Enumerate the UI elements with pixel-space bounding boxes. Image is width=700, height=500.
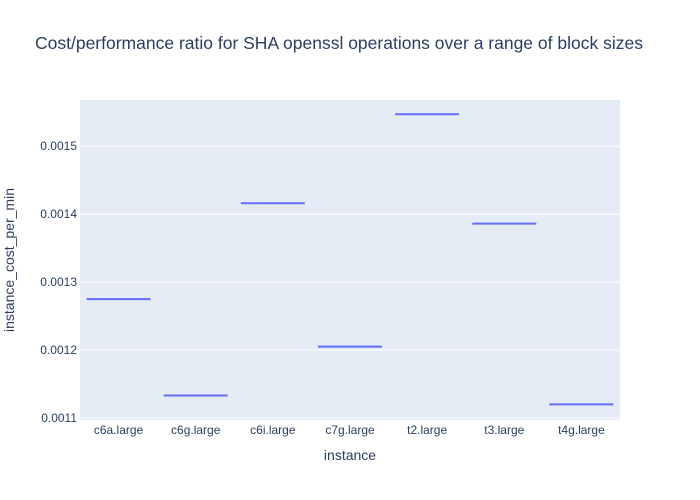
x-tick-label: c7g.large [325,423,375,437]
x-tick-label: c6a.large [94,423,144,437]
mark-layer [86,113,614,406]
x-tick-label: c6i.large [250,423,296,437]
x-tick-label: t2.large [407,423,447,437]
y-tick-label: 0.0014 [40,207,77,221]
y-tick-label: 0.0013 [40,275,77,289]
x-axis-title: instance [324,447,376,463]
y-tick-labels: 0.0011 0.0012 0.0013 0.0014 0.0015 [40,139,77,425]
chart-title: Cost/performance ratio for SHA openssl o… [35,33,643,53]
x-tick-label: c6g.large [171,423,221,437]
x-tick-labels: c6a.large c6g.large c6i.large c7g.large t2.l… [94,423,605,437]
x-tick-label: t4g.large [558,423,605,437]
y-tick-label: 0.0012 [40,343,77,357]
y-tick-label: 0.0011 [41,411,77,425]
x-tick-label: t3.large [484,423,524,437]
y-tick-label: 0.0015 [40,139,77,153]
plot-area [80,100,620,420]
y-axis-title: instance_cost_per_min [1,188,17,332]
grid-layer [80,145,620,419]
